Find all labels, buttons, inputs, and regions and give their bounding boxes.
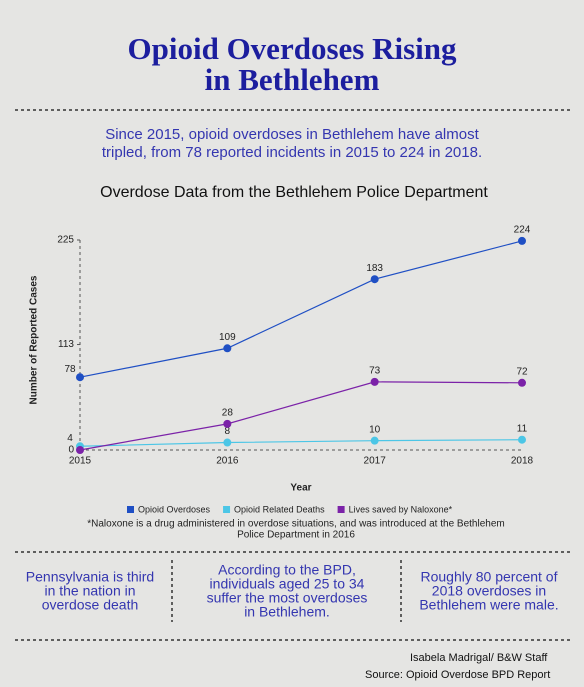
point bbox=[223, 419, 232, 428]
data-label: 8 bbox=[225, 426, 231, 437]
subtitle: Since 2015, opioid overdoses in Bethlehe… bbox=[105, 126, 479, 143]
y-tick-label: 225 bbox=[57, 235, 74, 246]
legend-label: Lives saved by Naloxone* bbox=[349, 504, 453, 514]
point bbox=[223, 438, 232, 447]
point bbox=[76, 373, 84, 382]
data-label: 10 bbox=[369, 424, 381, 435]
credit: Isabela Madrigal/ B&W Staff bbox=[410, 652, 548, 664]
title: in Bethlehem bbox=[205, 62, 380, 97]
data-label: 72 bbox=[516, 366, 528, 377]
legend-swatch bbox=[337, 506, 345, 513]
point bbox=[76, 446, 84, 454]
title: Opioid Overdoses Rising bbox=[128, 31, 457, 66]
y-axis-label: Number of Reported Cases bbox=[29, 275, 40, 404]
point bbox=[370, 436, 379, 445]
point bbox=[370, 377, 379, 386]
fact: in the nation in bbox=[44, 583, 135, 599]
footnote: Police Department in 2016 bbox=[237, 530, 355, 541]
data-label: 4 bbox=[67, 433, 73, 444]
fact: Bethlehem were male. bbox=[419, 597, 558, 613]
footnote: *Naloxone is a drug administered in over… bbox=[87, 519, 504, 530]
series-line bbox=[79, 240, 523, 378]
data-label: 11 bbox=[517, 423, 528, 434]
fact: Roughly 80 percent of bbox=[421, 569, 558, 585]
series-line bbox=[79, 439, 523, 447]
x-tick-label: 2018 bbox=[511, 456, 534, 467]
fact: Pennsylvania is third bbox=[26, 569, 154, 585]
point bbox=[223, 344, 232, 353]
point bbox=[518, 236, 526, 245]
legend-label: Opioid Overdoses bbox=[138, 504, 211, 514]
y-tick-label: 0 bbox=[68, 445, 74, 456]
x-axis-label: Year bbox=[290, 483, 311, 494]
x-tick-label: 2015 bbox=[69, 456, 92, 467]
y-tick-label: 113 bbox=[58, 339, 74, 350]
point bbox=[518, 435, 526, 444]
point bbox=[370, 275, 379, 284]
fact: in Bethlehem. bbox=[244, 604, 330, 620]
data-label: 73 bbox=[369, 366, 381, 377]
x-tick-label: 2017 bbox=[364, 456, 387, 467]
fact: overdose death bbox=[42, 597, 139, 613]
series-line bbox=[79, 381, 523, 451]
source: Source: Opioid Overdose BPD Report bbox=[365, 669, 550, 681]
legend-label: Opioid Related Deaths bbox=[234, 504, 325, 514]
legend-swatch bbox=[127, 506, 134, 513]
data-label: 28 bbox=[222, 408, 234, 419]
chart-title: Overdose Data from the Bethlehem Police … bbox=[100, 184, 488, 201]
fact: 2018 overdoses in bbox=[432, 583, 546, 599]
legend-swatch bbox=[223, 506, 231, 513]
data-label: 109 bbox=[219, 332, 236, 343]
fact: suffer the most overdoses bbox=[207, 590, 368, 606]
point bbox=[518, 378, 526, 387]
data-label: 224 bbox=[514, 225, 531, 236]
fact: individuals aged 25 to 34 bbox=[210, 576, 365, 592]
subtitle: tripled, from 78 reported incidents in 2… bbox=[102, 144, 482, 161]
data-label: 183 bbox=[366, 263, 383, 274]
x-tick-label: 2016 bbox=[216, 456, 239, 467]
fact: According to the BPD, bbox=[218, 562, 356, 578]
data-label: 78 bbox=[64, 364, 76, 375]
